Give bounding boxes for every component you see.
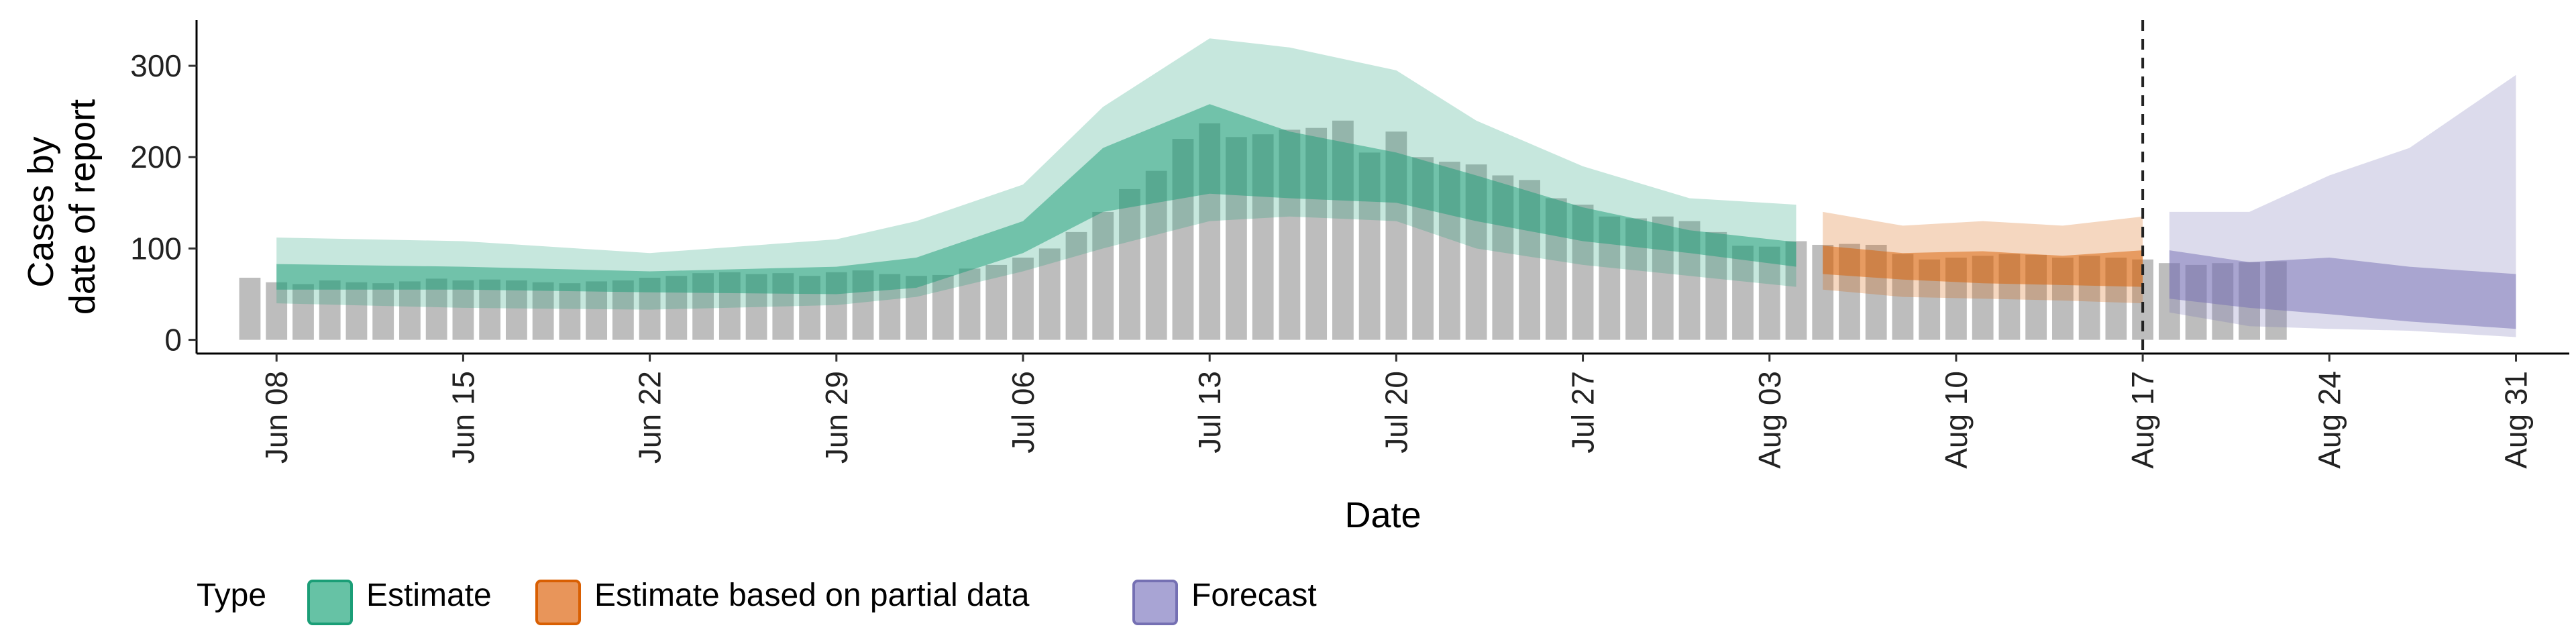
legend-swatch-estimate	[307, 580, 353, 625]
x-tick-label: Jul 27	[1566, 371, 1601, 453]
x-tick-label: Jul 20	[1379, 371, 1413, 453]
x-tick-label: Aug 24	[2312, 371, 2347, 469]
x-tick-label: Aug 31	[2499, 371, 2534, 469]
reported-cases-bar	[532, 282, 554, 340]
y-axis-title: Cases by date of report	[21, 99, 103, 315]
axis-labels: Date Cases by date of report	[21, 99, 1421, 535]
reported-cases-bar	[239, 277, 261, 340]
estimate-band-90	[276, 38, 1796, 310]
estimate-based-on-partial-data-band-50	[1823, 246, 2143, 287]
x-axis-title: Date	[1344, 495, 1421, 535]
reported-cases-bar	[266, 282, 288, 340]
reported-cases-bar	[932, 274, 954, 340]
reported-cases-bar	[559, 283, 581, 340]
x-tick-label: Jul 06	[1006, 371, 1040, 453]
reported-cases-bar	[1092, 211, 1114, 340]
legend-title: Type	[197, 578, 266, 613]
x-tick-label: Aug 17	[2125, 371, 2160, 469]
reported-cases-bar	[345, 282, 368, 340]
legend-label-estimate: Estimate	[366, 578, 492, 613]
y-tick-label: 100	[130, 231, 182, 266]
reported-cases-bar	[319, 280, 341, 340]
x-tick-label: Jun 08	[259, 371, 294, 464]
estimate-bands	[276, 38, 2516, 337]
reported-cases-bar	[292, 284, 314, 340]
x-tick-label: Jun 22	[633, 371, 667, 464]
reported-cases-bar	[959, 268, 981, 340]
axes: 0 100 200 300 Jun 08 Jun 15 Jun 22 Jun 29 Jul 06…	[130, 20, 2569, 469]
y-tick-label: 0	[164, 323, 182, 358]
y-tick-label: 200	[130, 140, 182, 174]
x-tick-label: Aug 10	[1939, 371, 1974, 469]
reported-cases-bar	[1065, 231, 1087, 340]
y-axis-title-line-1: Cases by	[21, 136, 61, 287]
legend-label-forecast: Forecast	[1191, 578, 1317, 613]
x-tick-label: Jun 15	[445, 371, 480, 464]
reported-cases-bar	[1119, 189, 1140, 340]
legend: Type Estimate Estimate based on partial d…	[197, 578, 1317, 625]
legend-swatch-estimate-based-on-partial-data	[535, 580, 581, 625]
legend-swatch-forecast	[1132, 580, 1178, 625]
reported-cases-bar	[1012, 258, 1034, 340]
reported-cases-bar	[1732, 246, 1754, 340]
forecast-band-50	[2169, 250, 2516, 329]
x-tick-label: Jun 29	[819, 371, 854, 464]
reported-cases-bar	[452, 280, 474, 340]
reported-cases-bar	[372, 283, 394, 340]
legend-label-estimate-based-on-partial-data: Estimate based on partial data	[594, 578, 1030, 613]
y-axis-title-line-2: date of report	[62, 99, 103, 315]
reported-cases-bar	[985, 264, 1008, 340]
x-tick-label: Aug 03	[1752, 371, 1787, 469]
reported-cases-bar	[1038, 248, 1061, 340]
x-tick-label: Jul 13	[1192, 371, 1227, 453]
y-tick-label: 300	[130, 48, 182, 83]
reported-cases-bar	[399, 281, 421, 340]
estimate-band-50	[276, 104, 1796, 294]
